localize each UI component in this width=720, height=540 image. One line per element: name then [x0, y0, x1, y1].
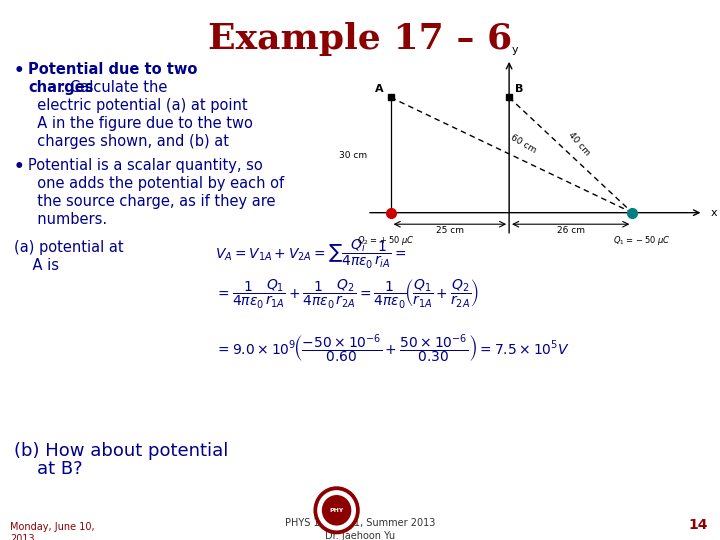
Text: PHY: PHY	[330, 508, 343, 513]
Text: charges: charges	[28, 80, 94, 95]
Text: Example 17 – 6: Example 17 – 6	[208, 22, 512, 56]
Text: at B?: at B?	[14, 460, 83, 478]
Text: one adds the potential by each of: one adds the potential by each of	[28, 176, 284, 191]
Circle shape	[323, 496, 351, 525]
Text: •: •	[14, 158, 24, 176]
Text: : Calculate the: : Calculate the	[28, 80, 167, 95]
Text: A is: A is	[14, 258, 59, 273]
Text: (b) How about potential: (b) How about potential	[14, 442, 228, 460]
Text: (a) potential at: (a) potential at	[14, 240, 124, 255]
Text: 26 cm: 26 cm	[557, 226, 585, 235]
Circle shape	[314, 487, 359, 534]
Text: A: A	[375, 84, 384, 93]
Text: Potential is a scalar quantity, so: Potential is a scalar quantity, so	[28, 158, 263, 173]
Text: 40 cm: 40 cm	[566, 131, 591, 158]
Text: 30 cm: 30 cm	[339, 151, 367, 159]
Text: 25 cm: 25 cm	[436, 226, 464, 235]
Text: Monday, June 10,
2013: Monday, June 10, 2013	[10, 522, 94, 540]
Text: charges shown, and (b) at: charges shown, and (b) at	[28, 134, 229, 149]
Text: $= 9.0\times10^9\!\left(\dfrac{-50\times10^{-6}}{0.60}+\dfrac{50\times10^{-6}}{0: $= 9.0\times10^9\!\left(\dfrac{-50\times…	[215, 332, 570, 365]
Text: electric potential (a) at point: electric potential (a) at point	[28, 98, 248, 113]
Text: PHYS 1442-001, Summer 2013
Dr. Jaehoon Yu: PHYS 1442-001, Summer 2013 Dr. Jaehoon Y…	[285, 518, 435, 540]
Text: $V_A = V_{1A} + V_{2A} = \sum \dfrac{Q_i}{4\pi\varepsilon_0} \dfrac{1}{r_{iA}} =: $V_A = V_{1A} + V_{2A} = \sum \dfrac{Q_i…	[215, 238, 406, 271]
Circle shape	[318, 491, 356, 530]
Text: 14: 14	[688, 518, 708, 532]
Text: numbers.: numbers.	[28, 212, 107, 227]
Text: y: y	[511, 45, 518, 55]
Text: $Q_1 = -50\ \mu C$: $Q_1 = -50\ \mu C$	[613, 234, 670, 247]
Text: $= \dfrac{1}{4\pi\varepsilon_0}\dfrac{Q_1}{r_{1A}} + \dfrac{1}{4\pi\varepsilon_0: $= \dfrac{1}{4\pi\varepsilon_0}\dfrac{Q_…	[215, 278, 480, 311]
Text: $Q_2 = +50\ \mu C$: $Q_2 = +50\ \mu C$	[357, 234, 415, 247]
Text: •: •	[14, 62, 24, 80]
Text: A in the figure due to the two: A in the figure due to the two	[28, 116, 253, 131]
Text: the source charge, as if they are: the source charge, as if they are	[28, 194, 276, 209]
Text: Potential due to two: Potential due to two	[28, 62, 197, 77]
Text: x: x	[711, 208, 717, 218]
Text: 60 cm: 60 cm	[509, 132, 538, 154]
Text: B: B	[515, 84, 523, 93]
